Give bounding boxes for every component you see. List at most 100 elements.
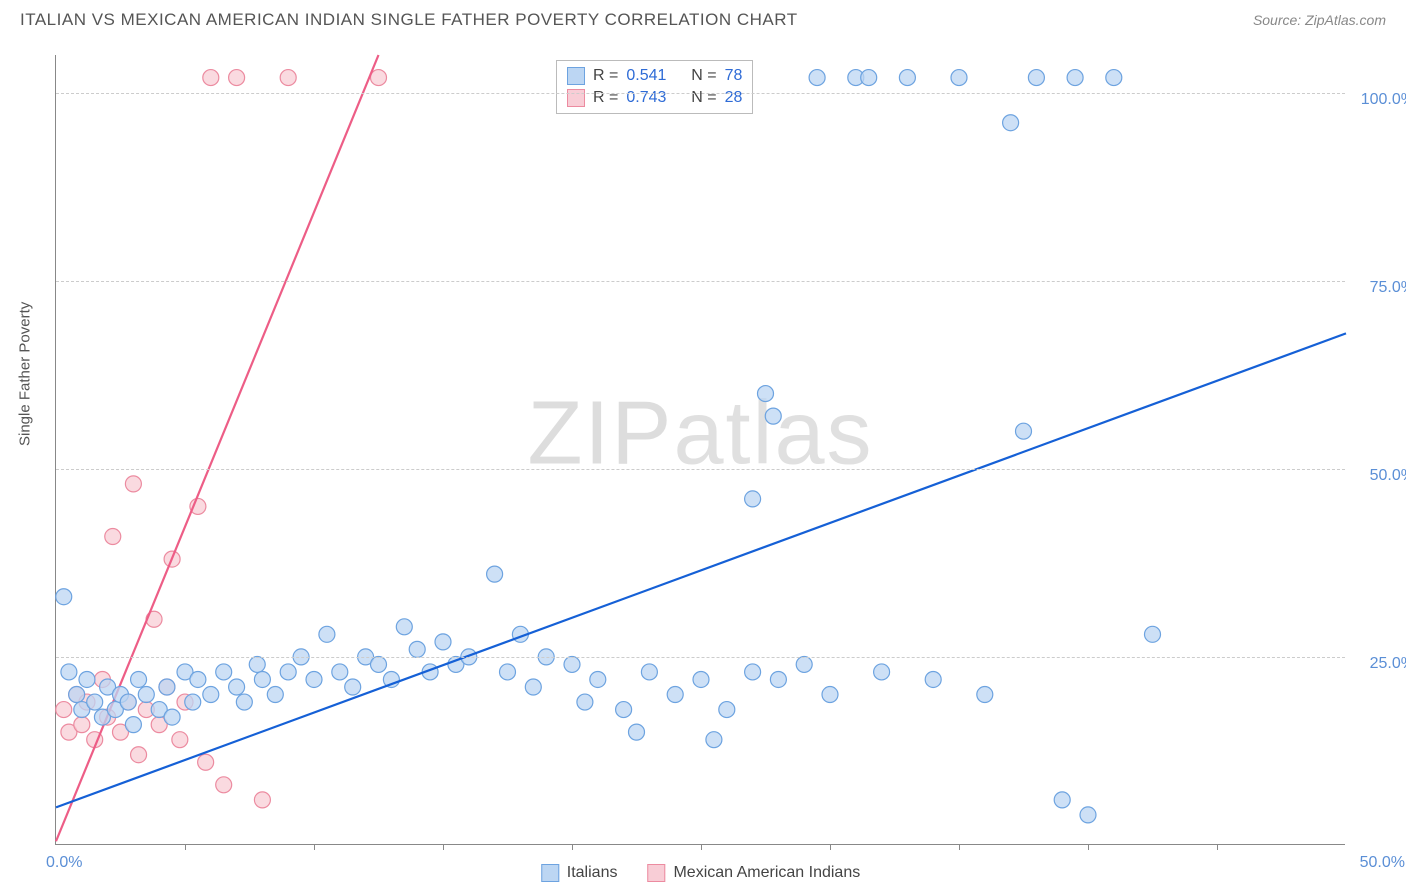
bottom-legend: Italians Mexican American Indians — [541, 864, 860, 882]
data-point — [719, 702, 735, 718]
data-point — [641, 664, 657, 680]
data-point — [1028, 70, 1044, 86]
data-point — [229, 679, 245, 695]
data-point — [487, 566, 503, 582]
data-point — [1106, 70, 1122, 86]
data-point — [280, 664, 296, 680]
stat-row-mexican: R = 0.743 N = 28 — [567, 87, 742, 109]
data-point — [332, 664, 348, 680]
data-point — [172, 732, 188, 748]
swatch-italians — [567, 67, 585, 85]
data-point — [56, 589, 72, 605]
data-point — [190, 671, 206, 687]
data-point — [809, 70, 825, 86]
data-point — [236, 694, 252, 710]
chart-plot-area: ZIPatlas R = 0.541 N = 78 R = 0.743 N = … — [55, 55, 1345, 845]
data-point — [758, 386, 774, 402]
data-point — [216, 777, 232, 793]
data-point — [1016, 423, 1032, 439]
data-point — [254, 671, 270, 687]
data-point — [138, 687, 154, 703]
swatch-mexican-icon — [647, 864, 665, 882]
data-point — [198, 754, 214, 770]
data-point — [125, 476, 141, 492]
source-label: Source: ZipAtlas.com — [1253, 12, 1386, 28]
data-point — [371, 656, 387, 672]
data-point — [74, 717, 90, 733]
data-point — [87, 694, 103, 710]
data-point — [951, 70, 967, 86]
data-point — [629, 724, 645, 740]
data-point — [1080, 807, 1096, 823]
data-point — [745, 664, 761, 680]
data-point — [280, 70, 296, 86]
data-point — [164, 709, 180, 725]
data-point — [396, 619, 412, 635]
data-point — [1145, 626, 1161, 642]
data-point — [590, 671, 606, 687]
data-point — [319, 626, 335, 642]
data-point — [125, 717, 141, 733]
data-point — [79, 671, 95, 687]
data-point — [203, 687, 219, 703]
data-point — [977, 687, 993, 703]
data-point — [435, 634, 451, 650]
data-point — [861, 70, 877, 86]
y-tick-label: 50.0% — [1370, 467, 1406, 485]
data-point — [693, 671, 709, 687]
data-point — [306, 671, 322, 687]
swatch-italians-icon — [541, 864, 559, 882]
chart-title: ITALIAN VS MEXICAN AMERICAN INDIAN SINGL… — [20, 10, 798, 30]
x-tick-label-min: 0.0% — [46, 854, 82, 872]
data-point — [267, 687, 283, 703]
data-point — [159, 679, 175, 695]
data-point — [796, 656, 812, 672]
data-point — [371, 70, 387, 86]
data-point — [706, 732, 722, 748]
data-point — [564, 656, 580, 672]
y-tick-label: 75.0% — [1370, 279, 1406, 297]
trend-line — [56, 333, 1346, 807]
data-point — [249, 656, 265, 672]
data-point — [765, 408, 781, 424]
data-point — [525, 679, 541, 695]
data-point — [925, 671, 941, 687]
data-point — [69, 687, 85, 703]
stat-row-italians: R = 0.541 N = 78 — [567, 65, 742, 87]
legend-label: Mexican American Indians — [673, 864, 860, 882]
data-point — [203, 70, 219, 86]
data-point — [120, 694, 136, 710]
data-point — [254, 792, 270, 808]
data-point — [56, 702, 72, 718]
data-point — [500, 664, 516, 680]
legend-item-italians: Italians — [541, 864, 618, 882]
data-point — [1003, 115, 1019, 131]
data-point — [216, 664, 232, 680]
data-point — [131, 671, 147, 687]
x-tick-label-max: 50.0% — [1360, 854, 1405, 872]
data-point — [105, 529, 121, 545]
data-point — [770, 671, 786, 687]
data-point — [822, 687, 838, 703]
data-point — [185, 694, 201, 710]
data-point — [616, 702, 632, 718]
data-point — [899, 70, 915, 86]
data-point — [745, 491, 761, 507]
data-point — [1054, 792, 1070, 808]
data-point — [1067, 70, 1083, 86]
data-point — [131, 747, 147, 763]
legend-item-mexican: Mexican American Indians — [647, 864, 860, 882]
y-axis-label: Single Father Poverty — [17, 302, 34, 446]
data-point — [229, 70, 245, 86]
correlation-stats-box: R = 0.541 N = 78 R = 0.743 N = 28 — [556, 60, 753, 114]
data-point — [345, 679, 361, 695]
data-point — [409, 641, 425, 657]
y-tick-label: 25.0% — [1370, 655, 1406, 673]
data-point — [667, 687, 683, 703]
data-point — [577, 694, 593, 710]
y-tick-label: 100.0% — [1361, 91, 1406, 109]
scatter-svg — [56, 55, 1345, 844]
data-point — [61, 664, 77, 680]
legend-label: Italians — [567, 864, 618, 882]
data-point — [874, 664, 890, 680]
